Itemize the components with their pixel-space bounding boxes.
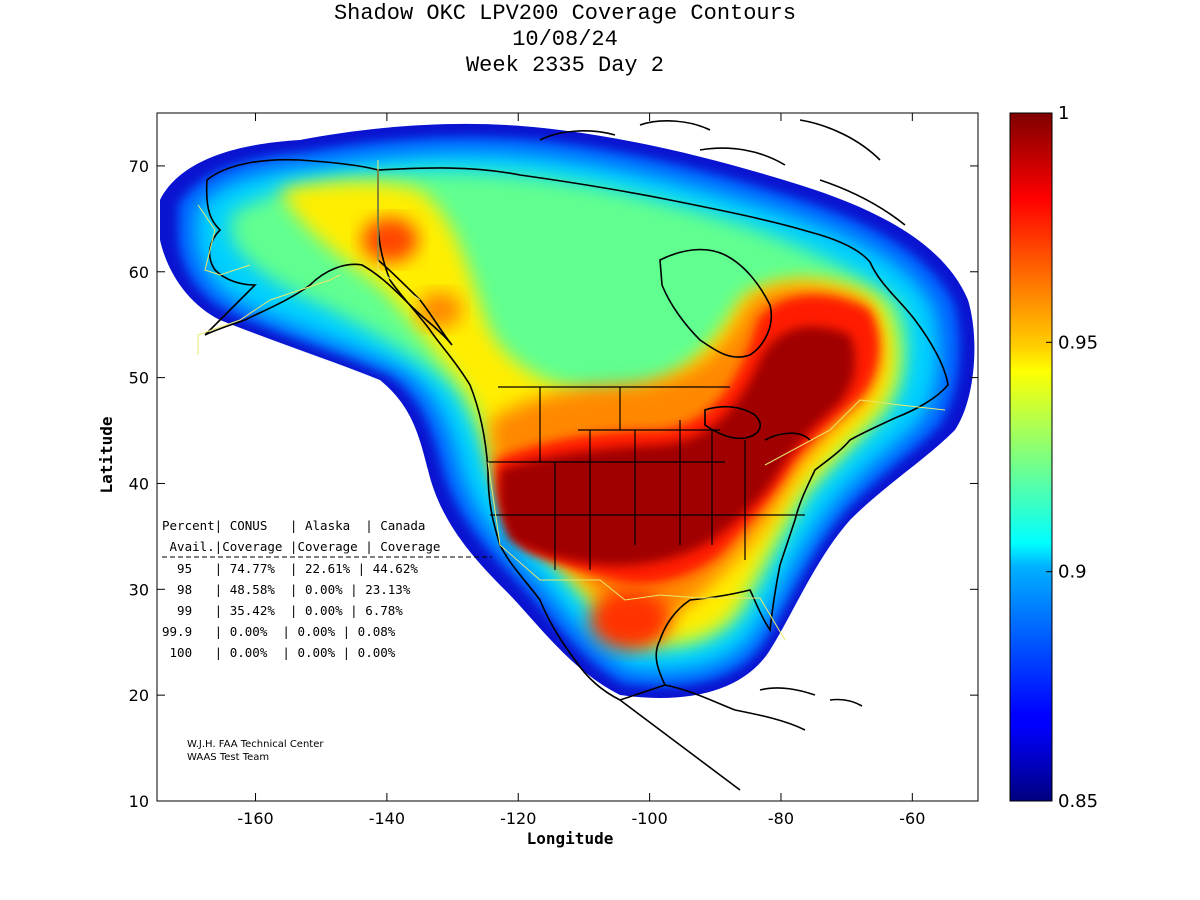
colorbar xyxy=(1010,113,1052,801)
y-tick-label: 10 xyxy=(129,792,149,811)
credit-line-1: W.J.H. FAA Technical Center xyxy=(187,739,324,750)
x-tick-label: -140 xyxy=(369,809,405,828)
colorbar-tick-label: 0.9 xyxy=(1058,562,1087,583)
y-tick-label: 50 xyxy=(129,369,149,388)
coverage-table: Percent| CONUS | Alaska | Canada Avail.|… xyxy=(162,518,492,660)
central-america-coastline xyxy=(619,684,806,791)
north-america-coastline xyxy=(377,167,949,701)
x-tick-label: -80 xyxy=(768,809,794,828)
table-row: 100 | 0.00% | 0.00% | 0.00% xyxy=(162,645,396,660)
x-tick-label: -120 xyxy=(500,809,536,828)
coverage-contours xyxy=(160,123,975,698)
x-tick-label: -100 xyxy=(631,809,667,828)
credit-line-2: WAAS Test Team xyxy=(187,752,269,763)
region-borders xyxy=(197,160,946,641)
chart-date: 10/08/24 xyxy=(512,27,618,52)
y-tick-label: 30 xyxy=(129,580,149,599)
chart-title: Shadow OKC LPV200 Coverage Contours xyxy=(333,1,797,26)
y-tick-label: 70 xyxy=(129,157,149,176)
y-axis-label: Latitude xyxy=(97,416,116,493)
x-tick-label: -60 xyxy=(899,809,925,828)
colorbar-tick-label: 1 xyxy=(1058,103,1069,124)
chart-week-day: Week 2335 Day 2 xyxy=(465,53,665,78)
colorbar-ticks: 1 0.95 0.9 0.85 xyxy=(1046,103,1098,812)
y-tick-label: 20 xyxy=(129,686,149,705)
y-axis-ticks: 70 60 50 40 30 20 10 xyxy=(129,157,978,811)
table-header-2: Avail.|Coverage |Coverage | Coverage xyxy=(162,539,440,554)
table-row: 95 | 74.77% | 22.61% | 44.62% xyxy=(162,561,418,576)
x-axis-ticks: -160 -140 -120 -100 -80 -60 xyxy=(237,113,925,828)
coverage-band-0.99 xyxy=(499,326,856,566)
canadian-archipelago xyxy=(539,119,906,226)
table-header-1: Percent| CONUS | Alaska | Canada xyxy=(162,518,425,533)
hudson-bay-coastline xyxy=(659,248,772,358)
table-row: 99 | 35.42% | 0.00% | 6.78% xyxy=(162,603,403,618)
table-row: 99.9 | 0.00% | 0.00% | 0.08% xyxy=(162,624,396,639)
x-axis-label: Longitude xyxy=(527,829,614,848)
table-row: 98 | 48.58% | 0.00% | 23.13% xyxy=(162,582,411,597)
state-boundaries xyxy=(488,386,805,570)
coverage-hotspot-bc xyxy=(418,292,462,328)
coverage-hotspot-mexico xyxy=(590,590,670,650)
y-tick-label: 60 xyxy=(129,263,149,282)
x-tick-label: -160 xyxy=(237,809,273,828)
caribbean-islands xyxy=(759,687,863,707)
great-lakes xyxy=(704,405,811,441)
coverage-hotspot-yukon xyxy=(362,218,418,262)
colorbar-tick-label: 0.85 xyxy=(1058,791,1098,812)
colorbar-frame xyxy=(1009,112,1053,802)
y-tick-label: 40 xyxy=(129,474,149,493)
plot-frame xyxy=(156,112,979,802)
colorbar-tick-label: 0.95 xyxy=(1058,332,1098,353)
